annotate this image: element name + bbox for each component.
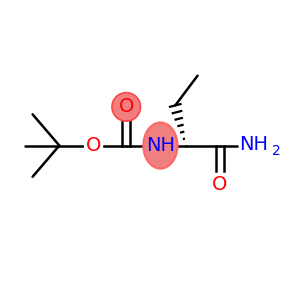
Text: NH: NH: [239, 135, 268, 154]
Text: O: O: [212, 175, 227, 194]
Text: O: O: [86, 136, 101, 155]
Ellipse shape: [143, 122, 178, 169]
Text: 2: 2: [272, 145, 281, 158]
Text: O: O: [118, 98, 134, 116]
Circle shape: [112, 93, 140, 121]
Text: NH: NH: [146, 136, 175, 155]
